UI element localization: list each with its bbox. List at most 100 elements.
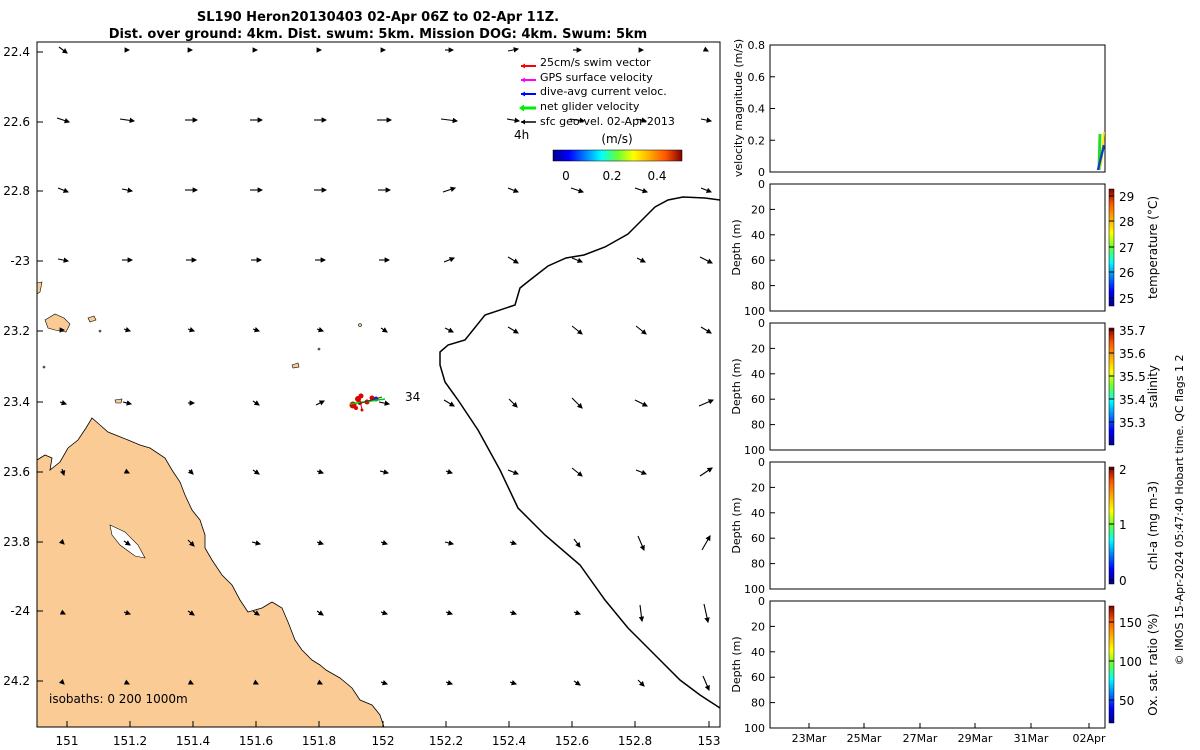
colorbar-label-chla: chl-a (mg m-3) [1146,481,1160,570]
depth-tick-label: 100 [744,444,765,457]
map-y-tick-label: 22.8 [3,184,30,198]
geo-velocity-arrow [187,539,195,547]
time-tick-label: 31Mar [1014,732,1049,745]
geo-velocity-arrow [57,257,70,263]
depth-tick-label: 40 [751,368,765,381]
upper-coast-inlet [37,281,43,295]
geo-velocity-arrow [571,257,584,263]
time-tick-label: 27Mar [903,732,938,745]
map-x-tick-label: 151 [56,734,79,748]
geo-velocity-arrow [569,117,586,124]
map-y-tick-label: 23.6 [3,465,30,479]
depth-tick-label: 80 [751,558,765,571]
geo-velocity-arrow [445,609,454,616]
geo-velocity-arrow [380,327,388,333]
geo-velocity-arrow [59,609,66,615]
geo-velocity-arrow [445,679,454,686]
geo-velocity-arrow [123,679,130,685]
legend-item-swim-vector: 25cm/s swim vector [521,56,651,69]
map-legend: 25cm/s swim vector GPS surface velocity … [514,56,683,183]
depth-colorbar [1108,466,1115,585]
map-panel[interactable]: 34 151 151.2 151.4 151.6 151.8 152 152.2 152.4 1… [3,41,721,748]
geo-velocity-arrow [316,539,325,546]
isobaths-label: isobaths: 0 200 1000m [49,692,188,706]
map-x-tick-label: 152.8 [618,734,652,748]
time-tick-label: 25Mar [847,732,882,745]
map-y-tick-label: 23.2 [3,324,30,338]
depth-tick-label: 100 [744,583,765,596]
geo-velocity-arrow [252,326,261,333]
geo-velocity-arrow [252,679,259,685]
geo-velocity-arrow [58,46,68,54]
geo-velocity-arrow [573,680,581,686]
time-tick-label: 23Mar [792,732,827,745]
depth-tick-label: 40 [751,229,765,242]
geo-velocity-arrow [634,399,648,407]
geo-velocity-arrow [637,535,645,552]
geo-velocity-arrow [571,325,583,335]
map-y-tick-label: 23.8 [3,535,30,549]
geo-velocity-arrow [573,609,582,616]
geo-velocity-arrow [700,117,713,123]
geo-velocity-arrow [702,675,710,692]
depth-axis-label: Depth (m) [730,219,743,275]
velocity-tick-label: 0 [758,166,765,179]
geo-velocity-arrow [379,469,390,475]
glider-label: 34 [405,390,420,404]
depth-panel-frame [769,461,1106,590]
colorbar-tick-label: 1 [1119,518,1127,532]
map-y-tick-label: 22.6 [3,115,30,129]
geo-velocity-arrow [444,327,454,333]
depth-panel-frame [769,322,1106,451]
colorbar-label-temperature: temperature (°C) [1146,196,1160,299]
velocity-tick-label: 0.8 [748,39,766,52]
svg-text:GPS surface velocity: GPS surface velocity [540,71,653,84]
geo-velocity-arrow [507,187,520,193]
colorbar-tick: 0 [562,169,570,183]
svg-text:25cm/s swim vector: 25cm/s swim vector [540,56,651,69]
depth-tick-label: 0 [758,178,765,191]
geo-velocity-arrow [121,187,134,193]
colorbar-tick-label: 35.5 [1119,370,1146,384]
geo-velocity-arrow [637,679,645,687]
depth-tick-label: 20 [751,203,765,216]
geo-velocity-arrow [507,47,520,53]
depth-tick-label: 0 [758,456,765,469]
geo-velocity-arrow [59,399,68,406]
velocity-tick-label: 0.6 [748,71,766,84]
colorbar-tick-label: 35.4 [1119,393,1146,407]
colorbar-tick: 0.4 [647,169,666,183]
geo-velocity-arrow [59,468,66,477]
colorbar-unit: (m/s) [601,132,632,146]
colorbar-tick-label: 35.7 [1119,324,1146,338]
geo-velocity-arrow [187,610,195,616]
depth-tick-label: 80 [751,419,765,432]
colorbar-tick-label: 150 [1119,616,1142,630]
geo-velocity-arrow [573,538,581,548]
colorbar-tick: 0.2 [602,169,621,183]
glider-track [349,393,386,412]
geo-velocity-arrow [187,468,194,475]
geo-velocity-arrow [316,679,323,685]
legend-item-sfc-geo-vel: sfc geo-vel. 02-Apr-2013 [521,115,675,128]
colorbar-tick-label: 2 [1119,463,1127,477]
depth-tick-label: 60 [751,671,765,684]
geo-velocity-arrow [509,539,518,546]
velocity-vector-field [56,46,715,692]
map-x-tick-label: 152.4 [492,734,526,748]
depth-axis-label: Depth (m) [730,636,743,692]
geo-velocity-arrow [702,46,709,52]
colorbar-tick-label: 50 [1119,694,1134,708]
velocity-panel: 0.8 0.6 0.4 0.2 0 velocity magnitude (m/s) [732,39,1106,179]
geo-velocity-arrow [123,609,132,616]
geo-velocity-arrow [119,117,136,124]
depth-panel-temperature: 0 20 40 60 80 100 Depth (m) 29 28 27 26 25 temperatu… [730,178,1160,318]
time-label: 4h [514,128,529,142]
geo-velocity-arrow [123,468,130,474]
velocity-trace [1096,131,1106,171]
geo-velocity-arrow [444,540,455,546]
depth-tick-label: 80 [751,280,765,293]
geo-velocity-arrow [122,400,133,406]
velocity-y-axis: 0.8 0.6 0.4 0.2 0 [748,39,775,179]
geo-velocity-arrow [252,469,260,475]
